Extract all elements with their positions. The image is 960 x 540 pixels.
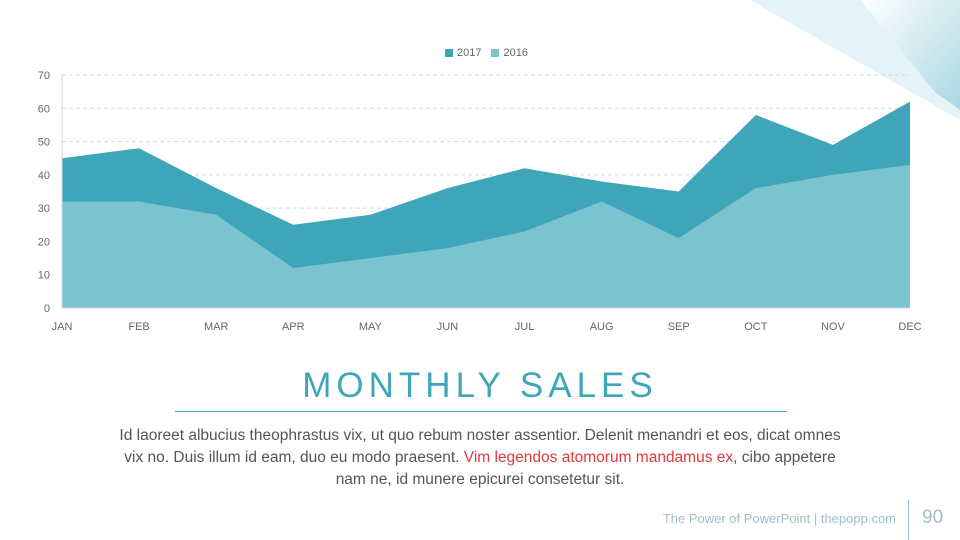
- legend-item-2016: 2016: [491, 47, 528, 59]
- y-tick-label: 0: [44, 303, 50, 315]
- y-tick-label: 30: [38, 203, 50, 215]
- title-underline: [175, 411, 787, 412]
- x-tick-label: FEB: [128, 321, 149, 333]
- x-tick-label: SEP: [668, 321, 690, 333]
- slide-title: MONTHLY SALES: [302, 366, 658, 405]
- page-number: 90: [922, 507, 944, 528]
- y-tick-label: 70: [38, 70, 50, 82]
- x-tick-label: DEC: [898, 321, 921, 333]
- legend-label-2016: 2016: [503, 47, 528, 59]
- x-tick-label: JUL: [515, 321, 535, 333]
- x-tick-label: APR: [282, 321, 305, 333]
- x-tick-label: JUN: [437, 321, 458, 333]
- chart-legend: 2017 2016: [445, 47, 528, 59]
- y-tick-label: 10: [38, 270, 50, 282]
- y-tick-label: 50: [38, 137, 50, 149]
- x-tick-label: JAN: [52, 321, 73, 333]
- legend-label-2017: 2017: [457, 47, 482, 59]
- legend-item-2017: 2017: [445, 47, 481, 59]
- slide-body: Id laoreet albucius theophrastus vix, ut…: [110, 425, 850, 491]
- body-text-after: , cibo appetere nam ne, id munere epicur…: [335, 449, 836, 488]
- axes: 0 10 20 30 40 50 60 70 JAN FEB MAR APR MAY JUN JUL AUG S…: [38, 70, 922, 333]
- series-areas: [62, 101, 910, 308]
- body-highlight: Vim legendos atomorum mandamus ex: [463, 449, 734, 466]
- y-tick-label: 20: [38, 236, 50, 248]
- area-chart: 0 10 20 30 40 50 60 70 JAN FEB MAR APR MAY JUN JUL AUG S…: [38, 70, 922, 333]
- legend-swatch-2017: [445, 49, 453, 57]
- y-tick-label: 40: [38, 170, 50, 182]
- x-tick-label: AUG: [590, 321, 614, 333]
- footer-text: The Power of PowerPoint | thepopp.com: [662, 511, 896, 526]
- x-tick-label: OCT: [744, 321, 768, 333]
- x-tick-label: NOV: [821, 321, 846, 333]
- x-tick-label: MAR: [204, 321, 229, 333]
- body-text-before: Id laoreet albucius theophrastus vix, ut…: [119, 427, 841, 466]
- x-tick-label: MAY: [359, 321, 383, 333]
- area-series-2016: [62, 164, 910, 308]
- footer-divider: [908, 500, 909, 540]
- legend-swatch-2016: [491, 49, 500, 57]
- y-tick-label: 60: [38, 103, 50, 115]
